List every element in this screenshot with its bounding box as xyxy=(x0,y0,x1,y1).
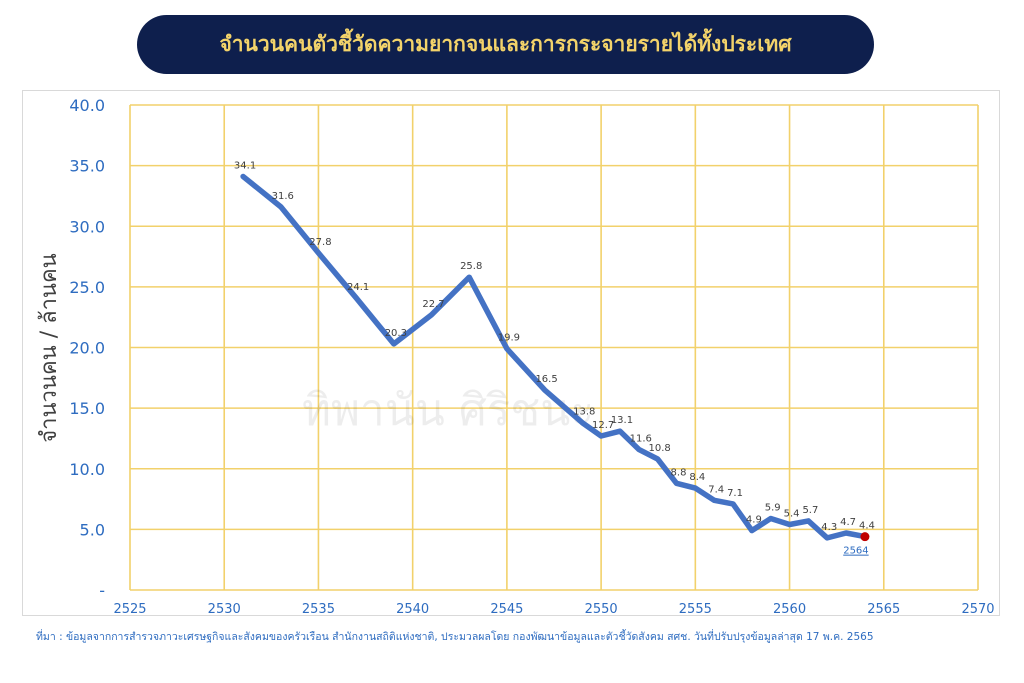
x-tick-label: 2555 xyxy=(679,602,712,617)
data-label: 13.8 xyxy=(573,407,595,418)
data-label: 22.7 xyxy=(422,299,444,310)
annotations: 2564 xyxy=(843,546,868,557)
data-label: 4.4 xyxy=(859,521,875,532)
data-label: 4.9 xyxy=(746,515,762,526)
data-label: 19.9 xyxy=(498,333,520,344)
grid-lines xyxy=(129,104,979,591)
data-label: 27.8 xyxy=(309,237,331,248)
x-tick-label: 2530 xyxy=(208,602,241,617)
data-label: 5.9 xyxy=(765,502,781,513)
y-tick-label: - xyxy=(99,581,105,600)
data-label: 10.8 xyxy=(649,443,671,454)
annotation-label: 2564 xyxy=(843,546,868,557)
data-label: 13.1 xyxy=(611,415,633,426)
data-label: 4.7 xyxy=(840,517,856,528)
x-tick-label: 2570 xyxy=(961,602,994,617)
y-tick-label: 5.0 xyxy=(80,520,105,539)
x-tick-label: 2535 xyxy=(302,602,335,617)
y-tick-label: 15.0 xyxy=(69,399,105,418)
data-label: 8.8 xyxy=(671,467,687,478)
x-tick-label: 2525 xyxy=(113,602,146,617)
x-tick-label: 2560 xyxy=(773,602,806,617)
data-label: 11.6 xyxy=(630,433,652,444)
chart-frame xyxy=(22,90,1000,616)
data-labels: 34.1 31.6 27.8 24.1 20.3 22.7 25.8 19.9 16.5 13.8… xyxy=(234,161,875,533)
y-tick-label: 10.0 xyxy=(69,460,105,479)
data-label: 20.3 xyxy=(385,328,407,339)
y-tick-label: 35.0 xyxy=(69,157,105,176)
y-tick-label: 20.0 xyxy=(69,339,105,358)
source-note: ที่มา : ข้อมูลจากการสำรวจภาวะเศรษฐกิจและ… xyxy=(36,631,874,643)
data-label: 8.4 xyxy=(689,472,705,483)
data-label: 34.1 xyxy=(234,161,256,172)
data-label: 5.4 xyxy=(784,509,800,520)
data-label: 24.1 xyxy=(347,282,369,293)
data-label: 7.4 xyxy=(708,484,724,495)
data-label: 16.5 xyxy=(535,374,557,385)
x-tick-label: 2540 xyxy=(396,602,429,617)
data-label: 31.6 xyxy=(272,191,294,202)
x-tick-label: 2565 xyxy=(867,602,900,617)
y-axis-label: จำนวนคน / ล้านคน xyxy=(37,253,62,442)
data-label: 7.1 xyxy=(727,488,743,499)
data-label: 25.8 xyxy=(460,261,482,272)
y-tick-label: 30.0 xyxy=(69,217,105,236)
axis-ticks: - 5.0 10.0 15.0 20.0 25.0 30.0 35.0 40.0 2525 2530… xyxy=(69,96,994,617)
data-label: 5.7 xyxy=(802,505,818,516)
x-tick-label: 2550 xyxy=(585,602,618,617)
series-polyline xyxy=(240,173,868,541)
series-line xyxy=(240,173,870,542)
y-tick-label: 25.0 xyxy=(69,278,105,297)
x-tick-label: 2545 xyxy=(490,602,523,617)
y-tick-label: 40.0 xyxy=(69,96,105,115)
data-label: 4.3 xyxy=(821,522,837,533)
chart-title: จำนวนคนตัวชี้วัดความยากจนและการกระจายราย… xyxy=(137,15,874,74)
last-point-marker xyxy=(860,532,870,542)
data-label: 12.7 xyxy=(592,420,614,431)
